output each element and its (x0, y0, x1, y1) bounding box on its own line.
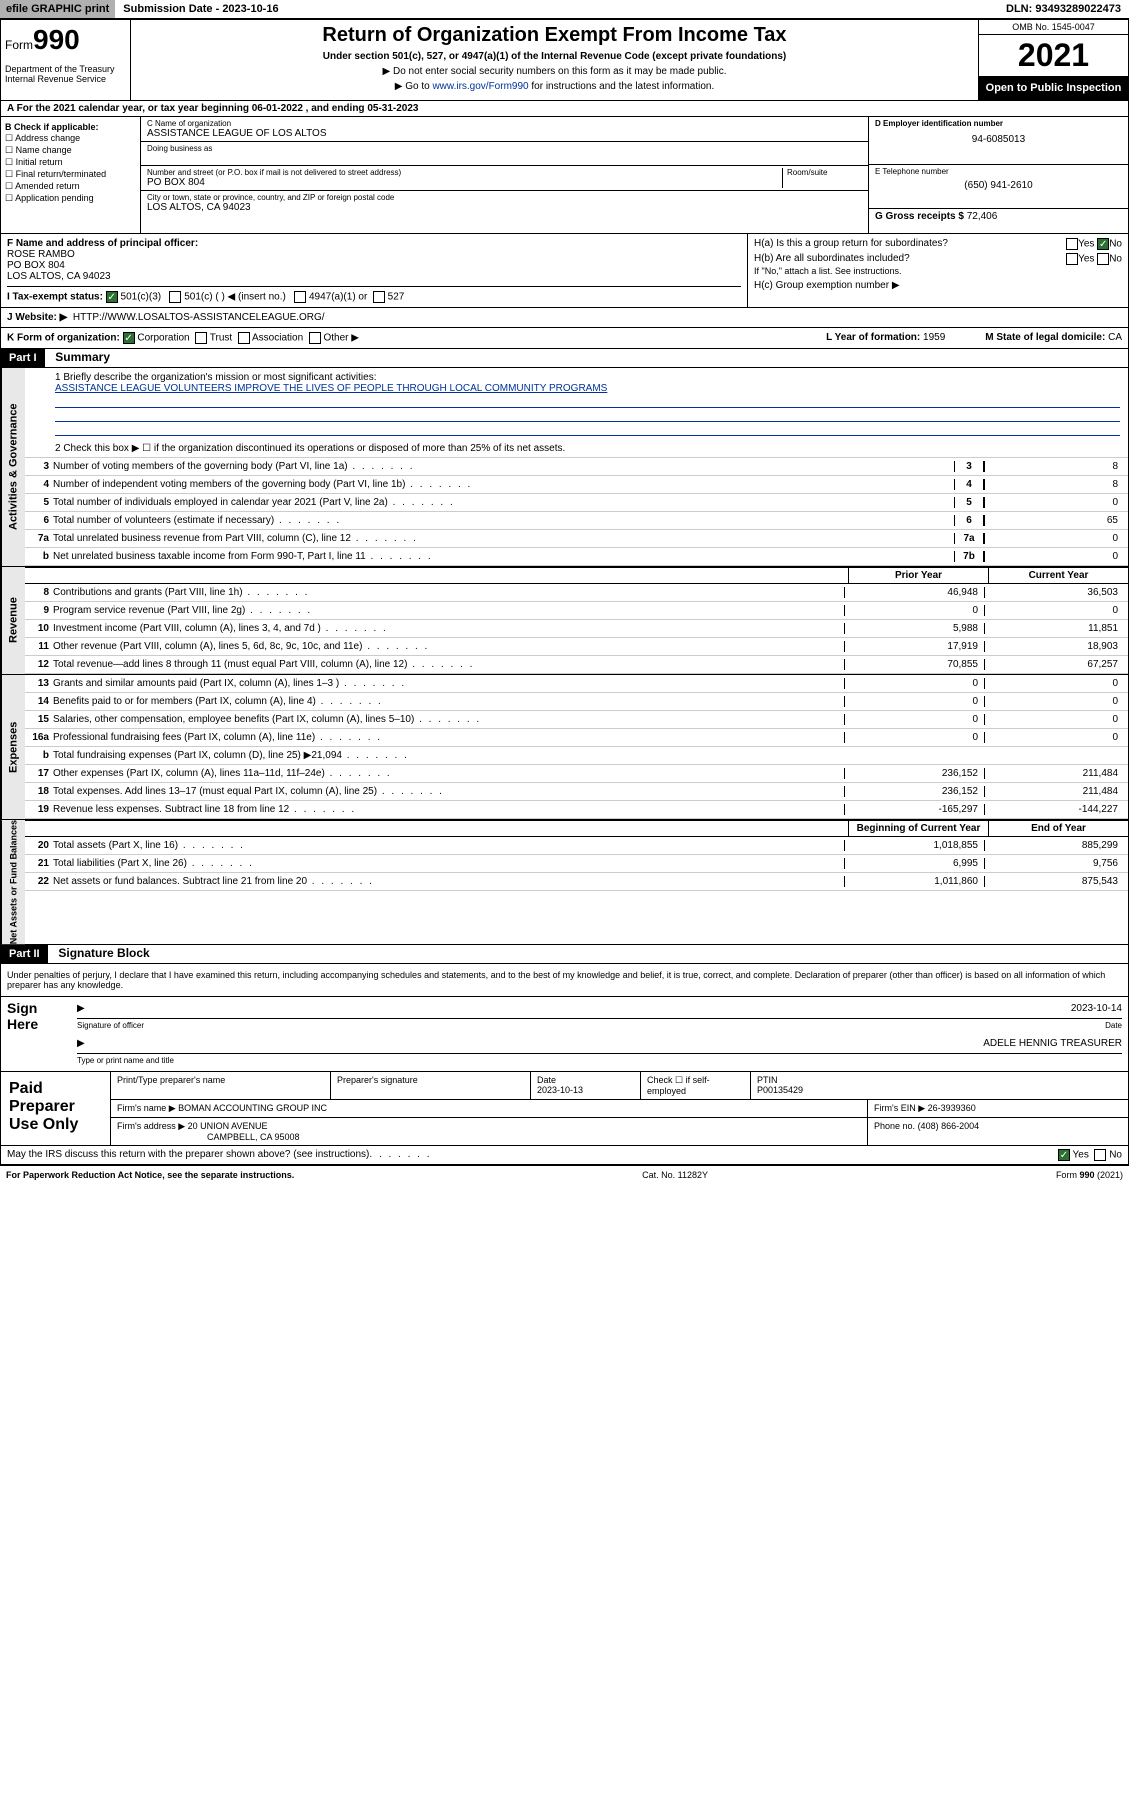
line-18: 18Total expenses. Add lines 13–17 (must … (25, 783, 1128, 801)
top-bar: efile GRAPHIC print Submission Date - 20… (0, 0, 1129, 19)
section-j-website: J Website: ▶ HTTP://WWW.LOSALTOS-ASSISTA… (0, 308, 1129, 328)
irs-discuss-row: May the IRS discuss this return with the… (0, 1146, 1129, 1165)
line-b: bTotal fundraising expenses (Part IX, co… (25, 747, 1128, 765)
submission-date: Submission Date - 2023-10-16 (115, 0, 286, 18)
form-title: Return of Organization Exempt From Incom… (139, 24, 970, 47)
firm-ein: Firm's EIN ▶ 26-3939360 (868, 1100, 1128, 1117)
goto-note: ▶ Go to www.irs.gov/Form990 for instruct… (139, 81, 970, 92)
ptin-cell: PTINP00135429 (751, 1072, 1128, 1099)
line-13: 13Grants and similar amounts paid (Part … (25, 675, 1128, 693)
city-cell: City or town, state or province, country… (141, 191, 868, 215)
chk-app-pending[interactable]: Application pending (5, 193, 136, 204)
line-21: 21Total liabilities (Part X, line 26) 6,… (25, 855, 1128, 873)
firm-phone: Phone no. (408) 866-2004 (868, 1118, 1128, 1145)
preparer-name-hdr: Print/Type preparer's name (111, 1072, 331, 1099)
chk-initial-return[interactable]: Initial return (5, 157, 136, 168)
page-footer: For Paperwork Reduction Act Notice, see … (0, 1165, 1129, 1184)
gov-line-4: 4Number of independent voting members of… (25, 476, 1128, 494)
gov-line-7a: 7aTotal unrelated business revenue from … (25, 530, 1128, 548)
officer-name-line: ADELE HENNIG TREASURER (77, 1038, 1122, 1054)
rev-col-headers: Prior Year Current Year (25, 567, 1128, 584)
line-15: 15Salaries, other compensation, employee… (25, 711, 1128, 729)
part2-title: Signature Block (50, 946, 149, 960)
line-11: 11Other revenue (Part VIII, column (A), … (25, 638, 1128, 656)
row-a-period: A For the 2021 calendar year, or tax yea… (0, 101, 1129, 117)
gov-line-6: 6Total number of volunteers (estimate if… (25, 512, 1128, 530)
chk-final-return[interactable]: Final return/terminated (5, 169, 136, 180)
ein-cell: D Employer identification number 94-6085… (869, 117, 1128, 165)
irs-link[interactable]: www.irs.gov/Form990 (432, 81, 528, 92)
open-public-badge: Open to Public Inspection (979, 76, 1128, 100)
gov-line-3: 3Number of voting members of the governi… (25, 458, 1128, 476)
form-header: Form990 Department of the Treasury Inter… (0, 19, 1129, 101)
vtab-expenses: Expenses (1, 675, 25, 819)
line-19: 19Revenue less expenses. Subtract line 1… (25, 801, 1128, 819)
dln: DLN: 93493289022473 (998, 0, 1129, 18)
part1-title: Summary (47, 350, 110, 364)
gross-receipts-cell: G Gross receipts $ 72,406 (869, 209, 1128, 233)
chk-501c[interactable] (169, 291, 181, 303)
line-12: 12Total revenue—add lines 8 through 11 (… (25, 656, 1128, 674)
chk-address-change[interactable]: Address change (5, 133, 136, 144)
section-h: H(a) Is this a group return for subordin… (748, 234, 1128, 307)
gov-line-7b: bNet unrelated business taxable income f… (25, 548, 1128, 566)
line-20: 20Total assets (Part X, line 16) 1,018,8… (25, 837, 1128, 855)
tax-year: 2021 (979, 35, 1128, 76)
sig-officer-line[interactable]: 2023-10-14 (77, 1003, 1122, 1019)
phone-cell: E Telephone number (650) 941-2610 (869, 165, 1128, 209)
signature-declaration: Under penalties of perjury, I declare th… (0, 964, 1129, 997)
firm-address: Firm's address ▶ 20 UNION AVENUECAMPBELL… (111, 1118, 868, 1145)
dept-treasury: Department of the Treasury Internal Reve… (5, 64, 126, 84)
self-employed-chk[interactable]: Check ☐ if self-employed (641, 1072, 751, 1099)
part1-header: Part I (1, 349, 45, 367)
dba-cell: Doing business as (141, 142, 868, 166)
efile-label[interactable]: efile GRAPHIC print (0, 0, 115, 18)
line-9: 9Program service revenue (Part VIII, lin… (25, 602, 1128, 620)
net-col-headers: Beginning of Current Year End of Year (25, 820, 1128, 837)
line-10: 10Investment income (Part VIII, column (… (25, 620, 1128, 638)
line-14: 14Benefits paid to or for members (Part … (25, 693, 1128, 711)
preparer-sig-hdr: Preparer's signature (331, 1072, 531, 1099)
vtab-governance: Activities & Governance (1, 368, 25, 566)
form-number: Form990 (5, 24, 126, 56)
sign-here-label: Sign Here (1, 997, 71, 1071)
chk-amended[interactable]: Amended return (5, 181, 136, 192)
section-i-tax-status: I Tax-exempt status: 501(c)(3) 501(c) ( … (7, 286, 741, 303)
org-name-cell: C Name of organization ASSISTANCE LEAGUE… (141, 117, 868, 142)
ssn-note: ▶ Do not enter social security numbers o… (139, 66, 970, 77)
paid-preparer-label: Paid Preparer Use Only (1, 1072, 111, 1145)
line-22: 22Net assets or fund balances. Subtract … (25, 873, 1128, 891)
part2-header: Part II (1, 945, 48, 963)
section-b-checkboxes: B Check if applicable: Address change Na… (1, 117, 141, 233)
address-cell: Number and street (or P.O. box if mail i… (141, 166, 868, 191)
section-k-form-org: K Form of organization: Corporation Trus… (0, 328, 1129, 349)
line2: 2 Check this box ▶ ☐ if the organization… (25, 440, 1128, 458)
section-f-officer: F Name and address of principal officer:… (1, 234, 748, 307)
line1-brief: 1 Briefly describe the organization's mi… (25, 368, 1128, 440)
preparer-date: Date2023-10-13 (531, 1072, 641, 1099)
form-subtitle: Under section 501(c), 527, or 4947(a)(1)… (139, 51, 970, 62)
chk-527[interactable] (373, 291, 385, 303)
line-8: 8Contributions and grants (Part VIII, li… (25, 584, 1128, 602)
firm-name: Firm's name ▶ BOMAN ACCOUNTING GROUP INC (111, 1100, 868, 1117)
chk-name-change[interactable]: Name change (5, 145, 136, 156)
vtab-revenue: Revenue (1, 567, 25, 674)
chk-4947[interactable] (294, 291, 306, 303)
chk-501c3[interactable] (106, 291, 118, 303)
omb-number: OMB No. 1545-0047 (979, 20, 1128, 35)
line-17: 17Other expenses (Part IX, column (A), l… (25, 765, 1128, 783)
line-16a: 16aProfessional fundraising fees (Part I… (25, 729, 1128, 747)
vtab-netassets: Net Assets or Fund Balances (1, 820, 25, 944)
gov-line-5: 5Total number of individuals employed in… (25, 494, 1128, 512)
